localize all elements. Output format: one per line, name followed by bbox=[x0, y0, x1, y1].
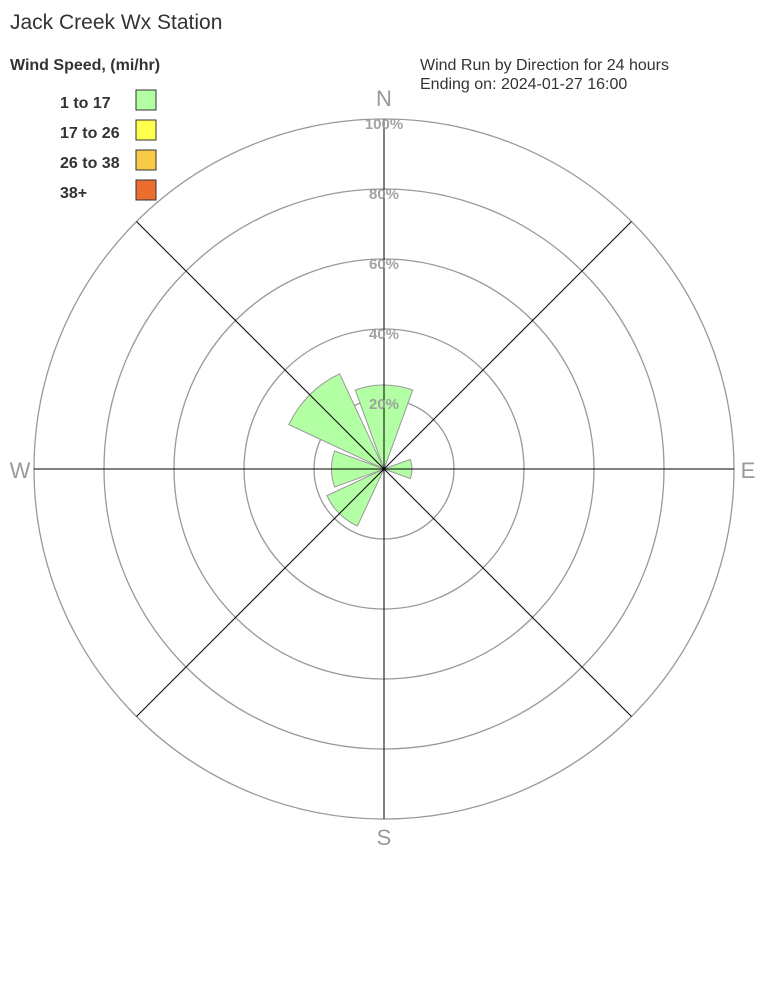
legend-label: 1 to 17 bbox=[60, 95, 111, 112]
direction-axis bbox=[383, 468, 632, 717]
subtitle-line-1: Wind Run by Direction for 24 hours bbox=[420, 57, 669, 74]
radial-tick-label: 80% bbox=[369, 186, 399, 203]
legend-swatch bbox=[135, 89, 157, 111]
legend-swatch bbox=[135, 149, 157, 171]
radial-tick-label: 20% bbox=[369, 396, 399, 413]
direction-axis bbox=[136, 468, 385, 717]
subtitle-line-2: Ending on: 2024-01-27 16:00 bbox=[420, 76, 627, 93]
direction-axis bbox=[136, 221, 385, 470]
compass-label-S: S bbox=[377, 825, 392, 850]
radial-tick-label: 100% bbox=[365, 116, 403, 133]
legend-label: 38+ bbox=[60, 185, 87, 202]
legend-label: 17 to 26 bbox=[60, 125, 120, 142]
legend-swatch bbox=[135, 119, 157, 141]
legend-label: 26 to 38 bbox=[60, 155, 120, 172]
radial-tick-label: 40% bbox=[369, 326, 399, 343]
legend-swatch bbox=[135, 179, 157, 201]
compass-label-W: W bbox=[10, 458, 31, 483]
direction-axis bbox=[383, 221, 632, 470]
chart-title: Jack Creek Wx Station bbox=[10, 11, 222, 34]
radial-tick-label: 60% bbox=[369, 256, 399, 273]
legend-title: Wind Speed, (mi/hr) bbox=[10, 57, 160, 74]
compass-label-N: N bbox=[376, 86, 392, 111]
compass-label-E: E bbox=[741, 458, 756, 483]
